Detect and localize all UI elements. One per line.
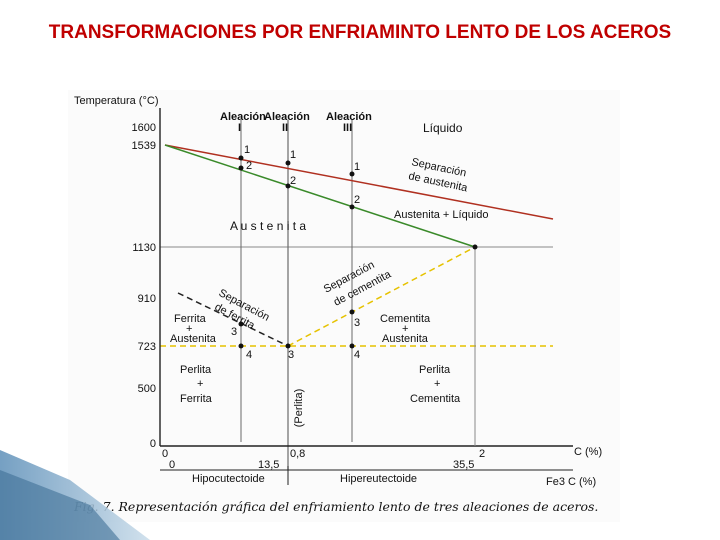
point-i-3 xyxy=(238,321,244,327)
hipo-label: Hipocutectoide xyxy=(192,473,265,485)
alloy-header-1: Aleación xyxy=(220,111,266,123)
fe3c-tick: 0 xyxy=(169,459,175,471)
slide-title: TRANSFORMACIONES POR ENFRIAMINTO LENTO D… xyxy=(48,22,672,43)
point-label: 2 xyxy=(246,160,252,172)
phase-diagram-svg: Temperatura (°C) 1600 1539 1130 910 723 … xyxy=(73,95,602,514)
region-liquido: Líquido xyxy=(423,121,463,135)
fe3c-axis-label: Fe3 C (%) xyxy=(546,476,596,488)
plus-sign: + xyxy=(434,378,440,390)
point-iii-1 xyxy=(349,171,355,177)
region-ferrita-2: Ferrita xyxy=(180,393,213,405)
point-label: 1 xyxy=(354,161,360,173)
point-label: 1 xyxy=(290,149,296,161)
y-tick: 723 xyxy=(138,341,156,353)
fe3c-tick: 35,5 xyxy=(453,459,474,471)
c-tick: 0,8 xyxy=(290,448,305,460)
y-axis-label: Temperatura (°C) xyxy=(74,95,158,107)
point-label: 3 xyxy=(231,326,237,338)
region-austenita: A u s t e n i t a xyxy=(230,219,306,233)
alloy-numeral-2: II xyxy=(282,122,288,134)
plus-sign: + xyxy=(402,323,408,335)
alloy-header-2: Aleación xyxy=(264,111,310,123)
alloy-numeral-1: I xyxy=(238,122,241,134)
point-label: 4 xyxy=(246,349,252,361)
liquidus-line xyxy=(164,144,554,220)
point-i-4 xyxy=(238,343,244,349)
region-cementita-2: Cementita xyxy=(410,393,461,405)
point-label: 2 xyxy=(354,194,360,206)
region-cementita: Cementita xyxy=(380,313,431,325)
point-iii-4 xyxy=(349,343,355,349)
point-label: 2 xyxy=(290,175,296,187)
solidus-line xyxy=(164,144,476,248)
y-tick: 1130 xyxy=(132,242,156,254)
region-cementita-austenita: Austenita xyxy=(382,333,429,345)
hiper-label: Hipereutectoide xyxy=(340,473,417,485)
region-ferrita-austenita: Austenita xyxy=(170,333,217,345)
point-ii-2 xyxy=(285,183,291,189)
region-perlita-vertical: (Perlita) xyxy=(293,389,305,428)
alloy-numeral-3: III xyxy=(343,122,352,134)
point-label: 4 xyxy=(354,349,360,361)
eutectic-point xyxy=(472,244,478,250)
cementite-dashed-line xyxy=(287,246,476,347)
y-tick: 910 xyxy=(138,293,156,305)
ferrite-dashed-line xyxy=(177,292,289,347)
point-i-1 xyxy=(238,155,244,161)
plus-sign: + xyxy=(186,323,192,335)
y-tick: 1539 xyxy=(132,140,156,152)
c-tick: 2 xyxy=(479,448,485,460)
y-tick: 0 xyxy=(150,438,156,450)
c-axis-label: C (%) xyxy=(574,446,602,458)
point-i-2 xyxy=(238,165,244,171)
y-tick: 1600 xyxy=(132,122,156,134)
region-ferrita: Ferrita xyxy=(174,313,207,325)
figure-caption: Fig. 7. Representación gráfica del enfri… xyxy=(73,499,598,514)
point-ii-1 xyxy=(285,160,291,166)
alloy-header-3: Aleación xyxy=(326,111,372,123)
point-label: 3 xyxy=(288,349,294,361)
point-label: 3 xyxy=(354,317,360,329)
phase-diagram-figure: Temperatura (°C) 1600 1539 1130 910 723 … xyxy=(68,90,620,522)
plus-sign: + xyxy=(197,378,203,390)
point-iii-2 xyxy=(349,204,355,210)
region-perlita-1: Perlita xyxy=(180,364,212,376)
point-label: 1 xyxy=(244,144,250,156)
fe3c-tick: 13,5 xyxy=(258,459,279,471)
region-perlita-2: Perlita xyxy=(419,364,451,376)
region-austenita-liquido: Austenita + Líquido xyxy=(394,209,489,221)
c-tick: 0 xyxy=(162,448,168,460)
point-ii-3 xyxy=(285,343,291,349)
y-tick: 500 xyxy=(138,383,156,395)
decorative-corner xyxy=(0,450,150,540)
point-iii-3 xyxy=(349,309,355,315)
